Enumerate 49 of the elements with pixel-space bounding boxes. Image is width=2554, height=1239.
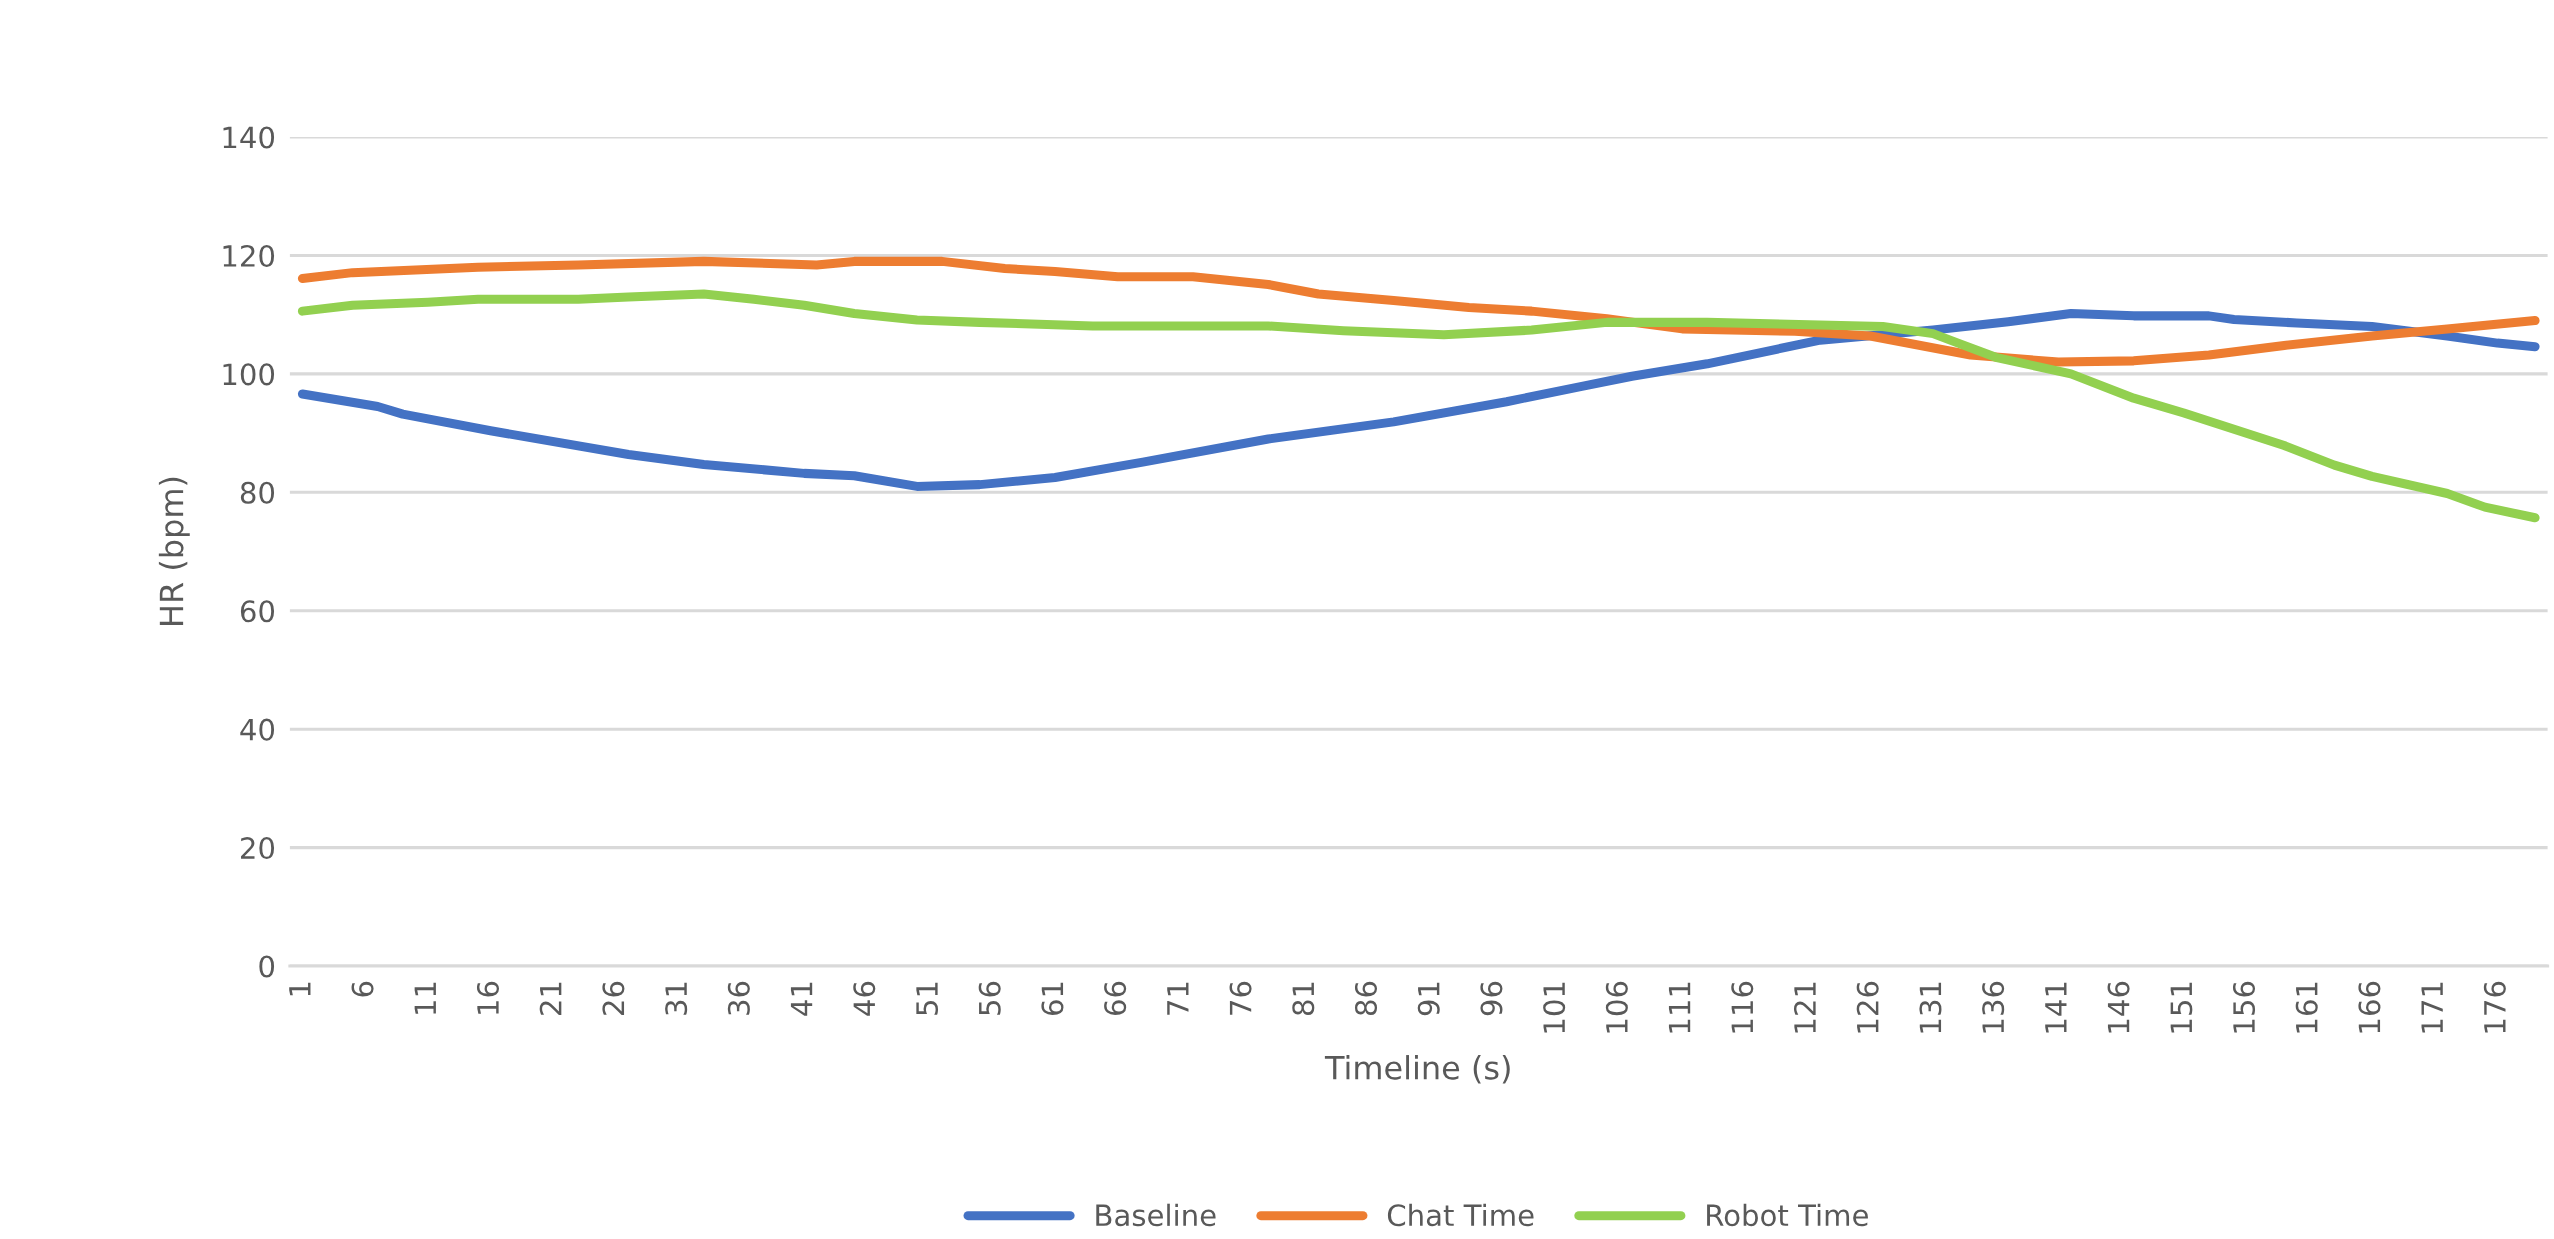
x-tick-label: 56	[978, 981, 1001, 1015]
x-tick-label: 136	[1982, 981, 2005, 1033]
x-tick-label: 131	[1919, 982, 1942, 1033]
x-tick-label: 91	[1417, 982, 1440, 1016]
x-tick-label: 101	[1543, 982, 1566, 1033]
x-tick-label: 81	[1292, 982, 1315, 1016]
y-tick-label: 20	[241, 837, 275, 860]
y-axis-title: HR (bpm)	[158, 477, 190, 625]
x-axis-title: Timeline (s)	[1324, 1055, 1510, 1084]
y-tick-label: 140	[223, 126, 275, 149]
y-tick-label: 100	[223, 363, 275, 386]
x-tick-label: 96	[1480, 981, 1503, 1016]
x-tick-label: 86	[1354, 981, 1378, 1016]
x-tick-label: 11	[414, 982, 436, 1014]
x-tick-label: 21	[539, 982, 562, 1015]
x-tick-label: 41	[790, 982, 813, 1016]
x-tick-label: 6	[351, 981, 374, 997]
x-tick-label: 116	[1731, 981, 1754, 1033]
x-tick-label: 171	[2421, 982, 2443, 1033]
x-tick-label: 16	[476, 981, 500, 1014]
x-tick-label: 66	[1104, 981, 1127, 1016]
x-tick-label: 146	[2107, 981, 2130, 1033]
x-tick-label: 176	[2483, 981, 2506, 1033]
x-tick-label: 161	[2295, 982, 2318, 1033]
x-tick-label: 156	[2232, 981, 2256, 1033]
x-tick-label: 106	[1605, 981, 1628, 1033]
x-tick-label: 31	[665, 982, 688, 1015]
y-tick-label: 120	[223, 244, 275, 267]
x-tick-label: 126	[1856, 981, 1879, 1033]
x-tick-label: 121	[1793, 982, 1816, 1033]
x-tick-label: 111	[1668, 982, 1691, 1033]
x-tick-label: 1	[289, 982, 311, 996]
x-tick-label: 46	[853, 981, 876, 1016]
y-tick-label: 60	[240, 600, 275, 623]
x-tick-label: 36	[727, 981, 750, 1015]
legend-label: Robot Time	[1707, 1203, 1868, 1227]
legend-label: Chat Time	[1387, 1203, 1534, 1227]
y-tick-label: 40	[240, 718, 275, 741]
x-tick-label: 166	[2358, 981, 2381, 1033]
x-tick-label: 76	[1229, 981, 1252, 1015]
x-tick-label: 61	[1041, 982, 1064, 1016]
x-tick-label: 26	[602, 981, 625, 1015]
x-tick-label: 71	[1167, 982, 1189, 1015]
legend-label: Baseline	[1096, 1203, 1216, 1227]
x-tick-label: 151	[2170, 982, 2193, 1033]
x-tick-label: 51	[916, 982, 939, 1015]
y-tick-label: 80	[240, 481, 275, 504]
x-tick-label: 141	[2045, 982, 2067, 1033]
y-tick-label: 0	[259, 955, 275, 978]
